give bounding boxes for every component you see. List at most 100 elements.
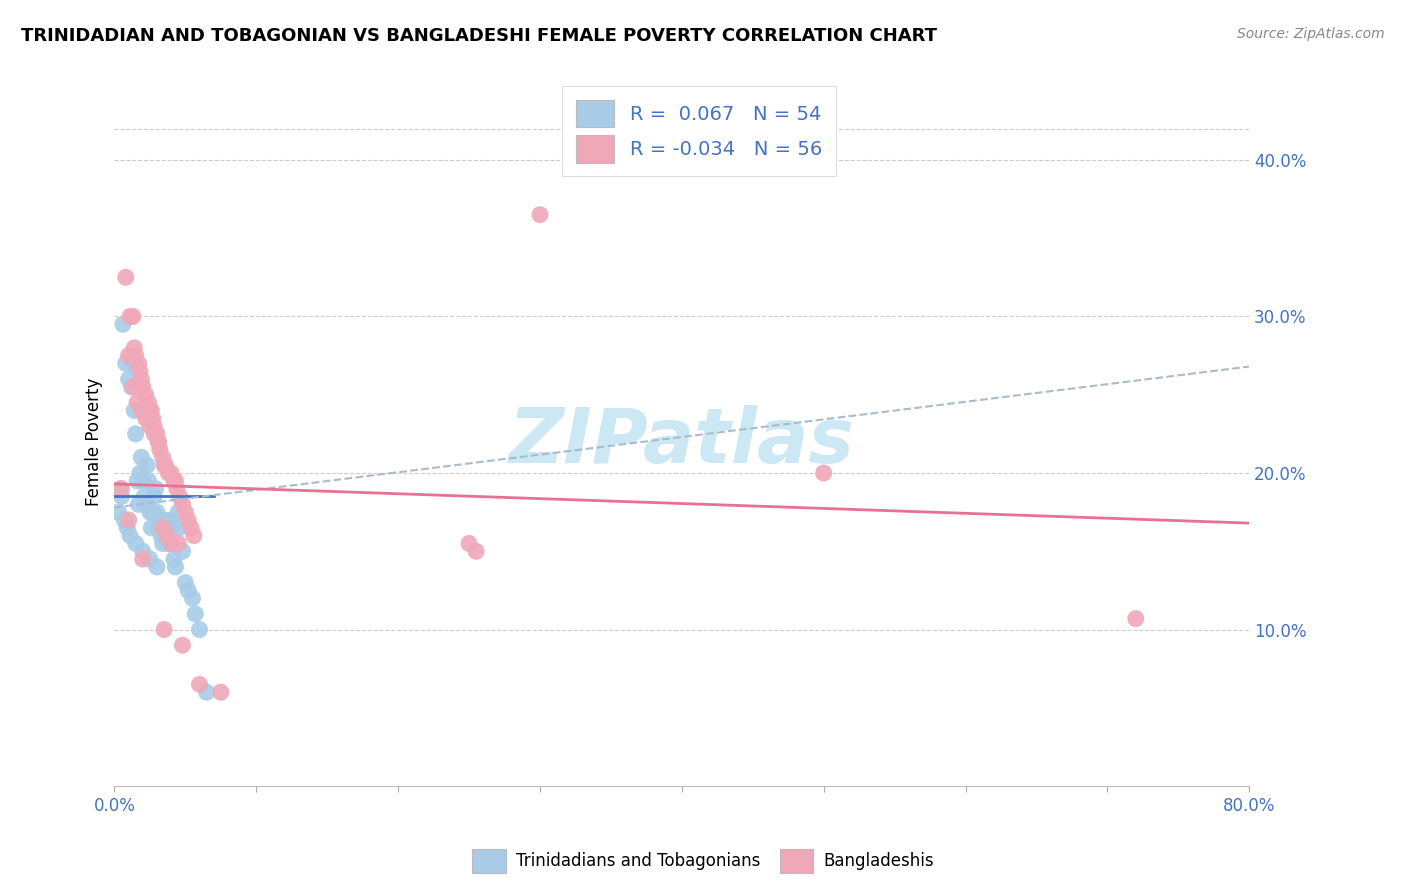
Point xyxy=(110,482,132,496)
Point xyxy=(121,380,143,394)
Point xyxy=(139,552,162,566)
Point xyxy=(114,356,136,370)
Point xyxy=(150,528,173,542)
Point xyxy=(129,364,152,378)
Point xyxy=(177,583,200,598)
Point xyxy=(117,349,139,363)
Point xyxy=(120,380,142,394)
Point xyxy=(149,513,172,527)
Point xyxy=(138,395,160,409)
Point xyxy=(160,513,183,527)
Point xyxy=(135,388,157,402)
Point xyxy=(153,623,176,637)
Point xyxy=(169,490,191,504)
Point xyxy=(180,521,202,535)
Legend: R =  0.067   N = 54, R = -0.034   N = 56: R = 0.067 N = 54, R = -0.034 N = 56 xyxy=(562,87,835,177)
Point xyxy=(157,466,180,480)
Point xyxy=(172,544,194,558)
Point xyxy=(169,521,191,535)
Point xyxy=(174,505,197,519)
Point xyxy=(156,528,179,542)
Point xyxy=(117,513,139,527)
Point xyxy=(159,536,181,550)
Point xyxy=(125,426,148,441)
Point xyxy=(127,474,149,488)
Point xyxy=(117,372,139,386)
Point xyxy=(134,490,156,504)
Point xyxy=(135,411,157,425)
Point xyxy=(143,490,166,504)
Point xyxy=(458,536,481,550)
Point xyxy=(118,310,141,324)
Point xyxy=(143,426,166,441)
Point xyxy=(160,466,183,480)
Point xyxy=(132,552,155,566)
Point xyxy=(145,482,167,496)
Point xyxy=(148,521,170,535)
Point xyxy=(155,458,177,473)
Point xyxy=(152,536,174,550)
Point xyxy=(167,536,190,550)
Point xyxy=(107,505,129,519)
Point xyxy=(148,434,170,449)
Point xyxy=(188,677,211,691)
Point xyxy=(139,505,162,519)
Text: Source: ZipAtlas.com: Source: ZipAtlas.com xyxy=(1237,27,1385,41)
Point xyxy=(122,403,145,417)
Point xyxy=(131,450,153,465)
Text: ZIPatlas: ZIPatlas xyxy=(509,405,855,479)
Point xyxy=(142,505,165,519)
Point xyxy=(529,208,551,222)
Point xyxy=(122,341,145,355)
Point xyxy=(128,497,150,511)
Point xyxy=(138,474,160,488)
Point xyxy=(114,270,136,285)
Point xyxy=(146,560,169,574)
Point xyxy=(143,419,166,434)
Point xyxy=(129,466,152,480)
Point xyxy=(141,521,163,535)
Point xyxy=(136,458,159,473)
Point xyxy=(465,544,488,558)
Point xyxy=(172,638,194,652)
Point xyxy=(146,426,169,441)
Point xyxy=(125,349,148,363)
Point xyxy=(152,521,174,535)
Point xyxy=(108,482,131,496)
Point xyxy=(195,685,218,699)
Point xyxy=(165,474,187,488)
Point xyxy=(153,458,176,473)
Point xyxy=(152,450,174,465)
Point xyxy=(111,318,134,332)
Point xyxy=(157,536,180,550)
Point xyxy=(155,521,177,535)
Point xyxy=(184,607,207,621)
Point xyxy=(163,552,186,566)
Point xyxy=(156,528,179,542)
Point xyxy=(163,474,186,488)
Point xyxy=(132,380,155,394)
Legend: Trinidadians and Tobagonians, Bangladeshis: Trinidadians and Tobagonians, Bangladesh… xyxy=(465,842,941,880)
Point xyxy=(813,466,835,480)
Point xyxy=(183,528,205,542)
Point xyxy=(142,411,165,425)
Y-axis label: Female Poverty: Female Poverty xyxy=(86,377,103,506)
Point xyxy=(148,434,170,449)
Point xyxy=(139,403,162,417)
Point xyxy=(188,623,211,637)
Point xyxy=(162,521,184,535)
Point xyxy=(167,505,190,519)
Point xyxy=(131,372,153,386)
Point xyxy=(110,490,132,504)
Point xyxy=(132,544,155,558)
Point xyxy=(149,442,172,457)
Point xyxy=(160,536,183,550)
Point xyxy=(127,395,149,409)
Point xyxy=(174,575,197,590)
Point xyxy=(166,482,188,496)
Point xyxy=(181,591,204,606)
Text: TRINIDADIAN AND TOBAGONIAN VS BANGLADESHI FEMALE POVERTY CORRELATION CHART: TRINIDADIAN AND TOBAGONIAN VS BANGLADESH… xyxy=(21,27,936,45)
Point xyxy=(131,403,153,417)
Point xyxy=(141,403,163,417)
Point xyxy=(121,310,143,324)
